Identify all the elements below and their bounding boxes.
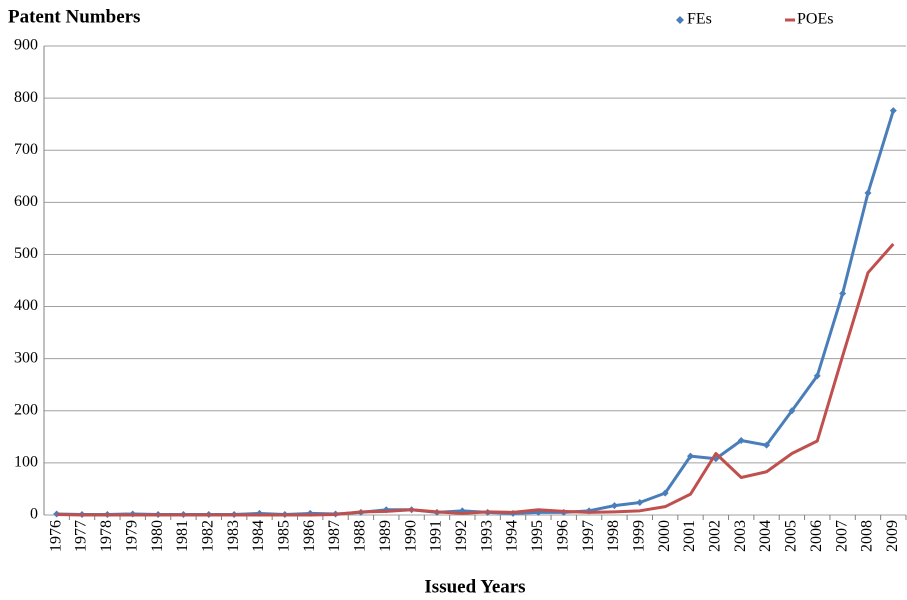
x-tick-label: 1996 [554, 520, 571, 552]
x-tick-label: 1993 [478, 520, 495, 552]
data-point [687, 452, 694, 460]
x-tick-label: 1992 [453, 520, 470, 552]
y-tick-label: 500 [14, 245, 38, 262]
x-axis-label: Issued Years [424, 576, 525, 597]
data-point [763, 441, 771, 449]
x-tick-label: 2006 [808, 520, 825, 552]
y-tick-label: 200 [14, 401, 38, 418]
x-tick-label: 2008 [859, 520, 876, 552]
x-tick-label: 1999 [630, 520, 647, 552]
x-tick-label: 2009 [884, 520, 901, 552]
x-tick-label: 1979 [123, 520, 140, 552]
x-tick-label: 1990 [402, 520, 419, 552]
data-point [788, 407, 796, 415]
x-tick-label: 1978 [98, 520, 115, 552]
y-tick-label: 0 [30, 506, 38, 523]
x-tick-label: 1998 [605, 520, 622, 552]
x-tick-label: 2005 [783, 520, 800, 552]
x-tick-label: 1976 [47, 520, 64, 552]
data-point [889, 107, 897, 115]
x-tick-label: 1984 [250, 520, 267, 552]
data-point [661, 489, 669, 497]
x-tick-label: 2004 [757, 520, 774, 552]
x-tick-label: 1997 [580, 520, 597, 552]
x-tick-label: 1981 [174, 520, 191, 552]
chart-title: Patent Numbers [8, 6, 140, 27]
x-tick-label: 1987 [326, 520, 343, 552]
series-line [56, 243, 895, 517]
data-point [839, 290, 847, 298]
series-line [56, 110, 895, 516]
y-tick-label: 800 [14, 89, 38, 106]
y-tick-label: 600 [14, 193, 38, 210]
x-tick-label: 2003 [732, 520, 749, 552]
x-tick-label: 2002 [707, 520, 724, 552]
y-tick-label: 700 [14, 141, 38, 158]
x-tick-label: 1983 [225, 520, 242, 552]
y-tick-label: 400 [14, 297, 38, 314]
x-tick-label: 2000 [656, 520, 673, 552]
data-point [813, 372, 821, 380]
x-tick-label: 1986 [301, 520, 318, 552]
x-tick-label: 2001 [681, 520, 698, 552]
x-tick-label: 1980 [149, 520, 166, 552]
x-tick-label: 1988 [352, 520, 369, 552]
x-tick-label: 1994 [504, 520, 521, 552]
y-tick-label: 300 [14, 349, 38, 366]
data-point [610, 502, 618, 510]
legend-label: FEs [687, 11, 712, 28]
legend-marker [676, 16, 684, 24]
data-point [737, 436, 745, 444]
data-point [864, 189, 872, 197]
x-tick-label: 2007 [833, 520, 850, 552]
x-tick-label: 1985 [276, 520, 293, 552]
y-tick-label: 900 [14, 37, 38, 54]
y-tick-label: 100 [14, 454, 38, 471]
legend-label: POEs [797, 11, 833, 28]
data-point [534, 508, 542, 516]
x-tick-label: 1982 [199, 520, 216, 552]
x-tick-label: 1977 [73, 520, 90, 552]
x-tick-label: 1989 [377, 520, 394, 552]
x-tick-label: 1995 [529, 520, 546, 552]
data-point [636, 498, 644, 506]
x-tick-label: 1991 [428, 520, 445, 552]
